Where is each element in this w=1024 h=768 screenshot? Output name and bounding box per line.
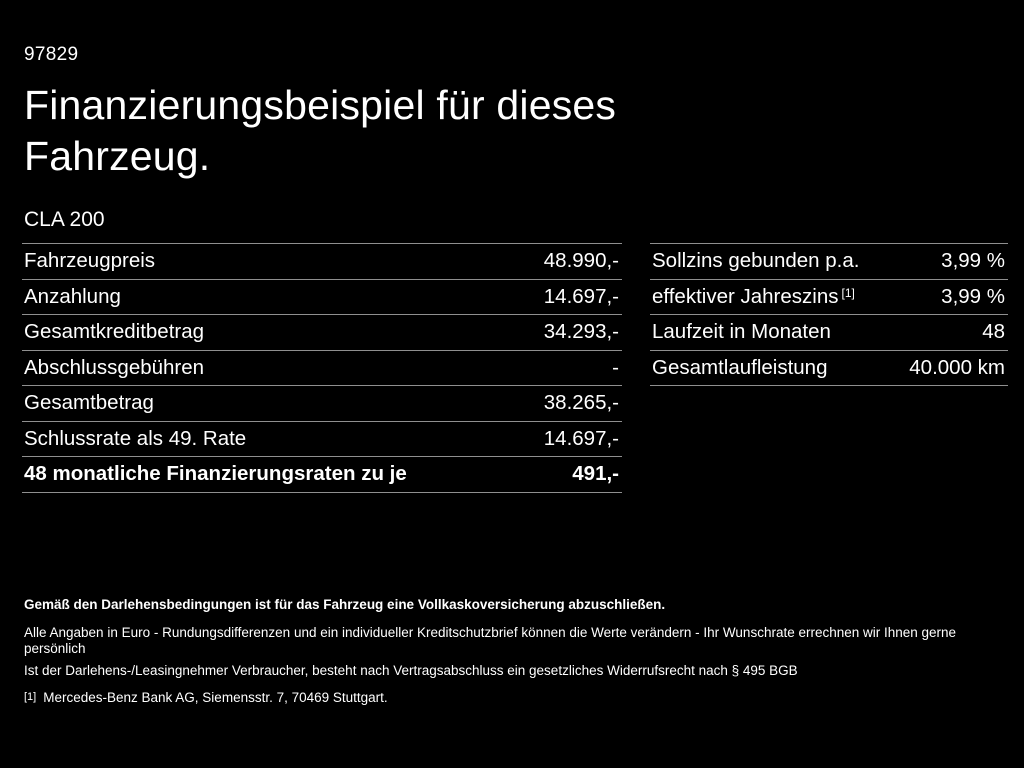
legal-footer: Gemäß den Darlehensbedingungen ist für d…	[24, 597, 994, 706]
disclaimer-euro-note: Alle Angaben in Euro - Rundungsdifferenz…	[24, 625, 957, 656]
row-label: Fahrzeugpreis	[24, 249, 156, 273]
row-value: 34.293,-	[543, 320, 619, 344]
row-label: Gesamtbetrag	[24, 391, 154, 415]
table-row-monatsrate-total: 48 monatliche Finanzierungsraten zu je 4…	[22, 457, 622, 493]
page-title: Finanzierungsbeispiel für dieses Fahrzeu…	[24, 82, 617, 179]
table-row-effektiver-jahreszins: effektiver Jahreszins [1] 3,99 %	[650, 280, 1008, 315]
row-value: 14.697,-	[543, 284, 619, 308]
footnote-text: Mercedes-Benz Bank AG, Siemensstr. 7, 70…	[43, 690, 388, 705]
table-row-fahrzeugpreis: Fahrzeugpreis 48.990,-	[22, 244, 622, 280]
row-value: 491,-	[572, 462, 619, 486]
insurance-note: Gemäß den Darlehensbedingungen ist für d…	[24, 597, 666, 612]
table-row-sollzins: Sollzins gebunden p.a. 3,99 %	[650, 244, 1008, 280]
footnote-bank: [1] Mercedes-Benz Bank AG, Siemensstr. 7,…	[24, 689, 994, 706]
table-row-anzahlung: Anzahlung 14.697,-	[22, 280, 622, 315]
table-row-gesamtlaufleistung: Gesamtlaufleistung 40.000 km	[650, 351, 1008, 386]
footnote-marker: [1]	[24, 691, 37, 703]
table-row-abschlussgebuehren: Abschlussgebühren -	[22, 351, 622, 386]
footnote-reference: [1]	[841, 285, 855, 300]
row-label-text: effektiver Jahreszins	[652, 284, 839, 308]
row-value: 38.265,-	[543, 391, 619, 415]
row-label: Gesamtlaufleistung	[652, 355, 828, 379]
vehicle-model: CLA 200	[24, 208, 105, 231]
row-label: Anzahlung	[24, 284, 121, 308]
row-label: Abschlussgebühren	[24, 355, 205, 379]
row-label: effektiver Jahreszins [1]	[650, 285, 855, 309]
row-label: Gesamtkreditbetrag	[24, 320, 205, 344]
row-value: 3,99 %	[941, 284, 1005, 308]
row-value: 48.990,-	[543, 249, 619, 273]
row-value: -	[612, 355, 619, 379]
row-label: Sollzins gebunden p.a.	[652, 249, 860, 273]
row-value: 3,99 %	[941, 249, 1005, 273]
row-label: 48 monatliche Finanzierungsraten zu je	[24, 462, 407, 486]
row-label: Laufzeit in Monaten	[652, 320, 831, 344]
table-row-laufzeit: Laufzeit in Monaten 48	[650, 315, 1008, 351]
financing-table: Fahrzeugpreis 48.990,- Anzahlung 14.697,…	[22, 243, 622, 493]
document-number: 97829	[24, 44, 79, 65]
row-label: Schlussrate als 49. Rate	[24, 426, 247, 450]
row-value: 14.697,-	[543, 426, 619, 450]
financing-details: Fahrzeugpreis 48.990,- Anzahlung 14.697,…	[22, 243, 1008, 493]
conditions-table: Sollzins gebunden p.a. 3,99 % effektiver…	[650, 243, 1008, 386]
row-value: 40.000 km	[909, 355, 1005, 379]
row-value: 48	[982, 320, 1005, 344]
table-row-gesamtkreditbetrag: Gesamtkreditbetrag 34.293,-	[22, 315, 622, 351]
disclaimer-widerrufsrecht: Ist der Darlehens-/Leasingnehmer Verbrau…	[24, 663, 798, 678]
table-row-gesamtbetrag: Gesamtbetrag 38.265,-	[22, 386, 622, 422]
table-row-schlussrate: Schlussrate als 49. Rate 14.697,-	[22, 422, 622, 457]
